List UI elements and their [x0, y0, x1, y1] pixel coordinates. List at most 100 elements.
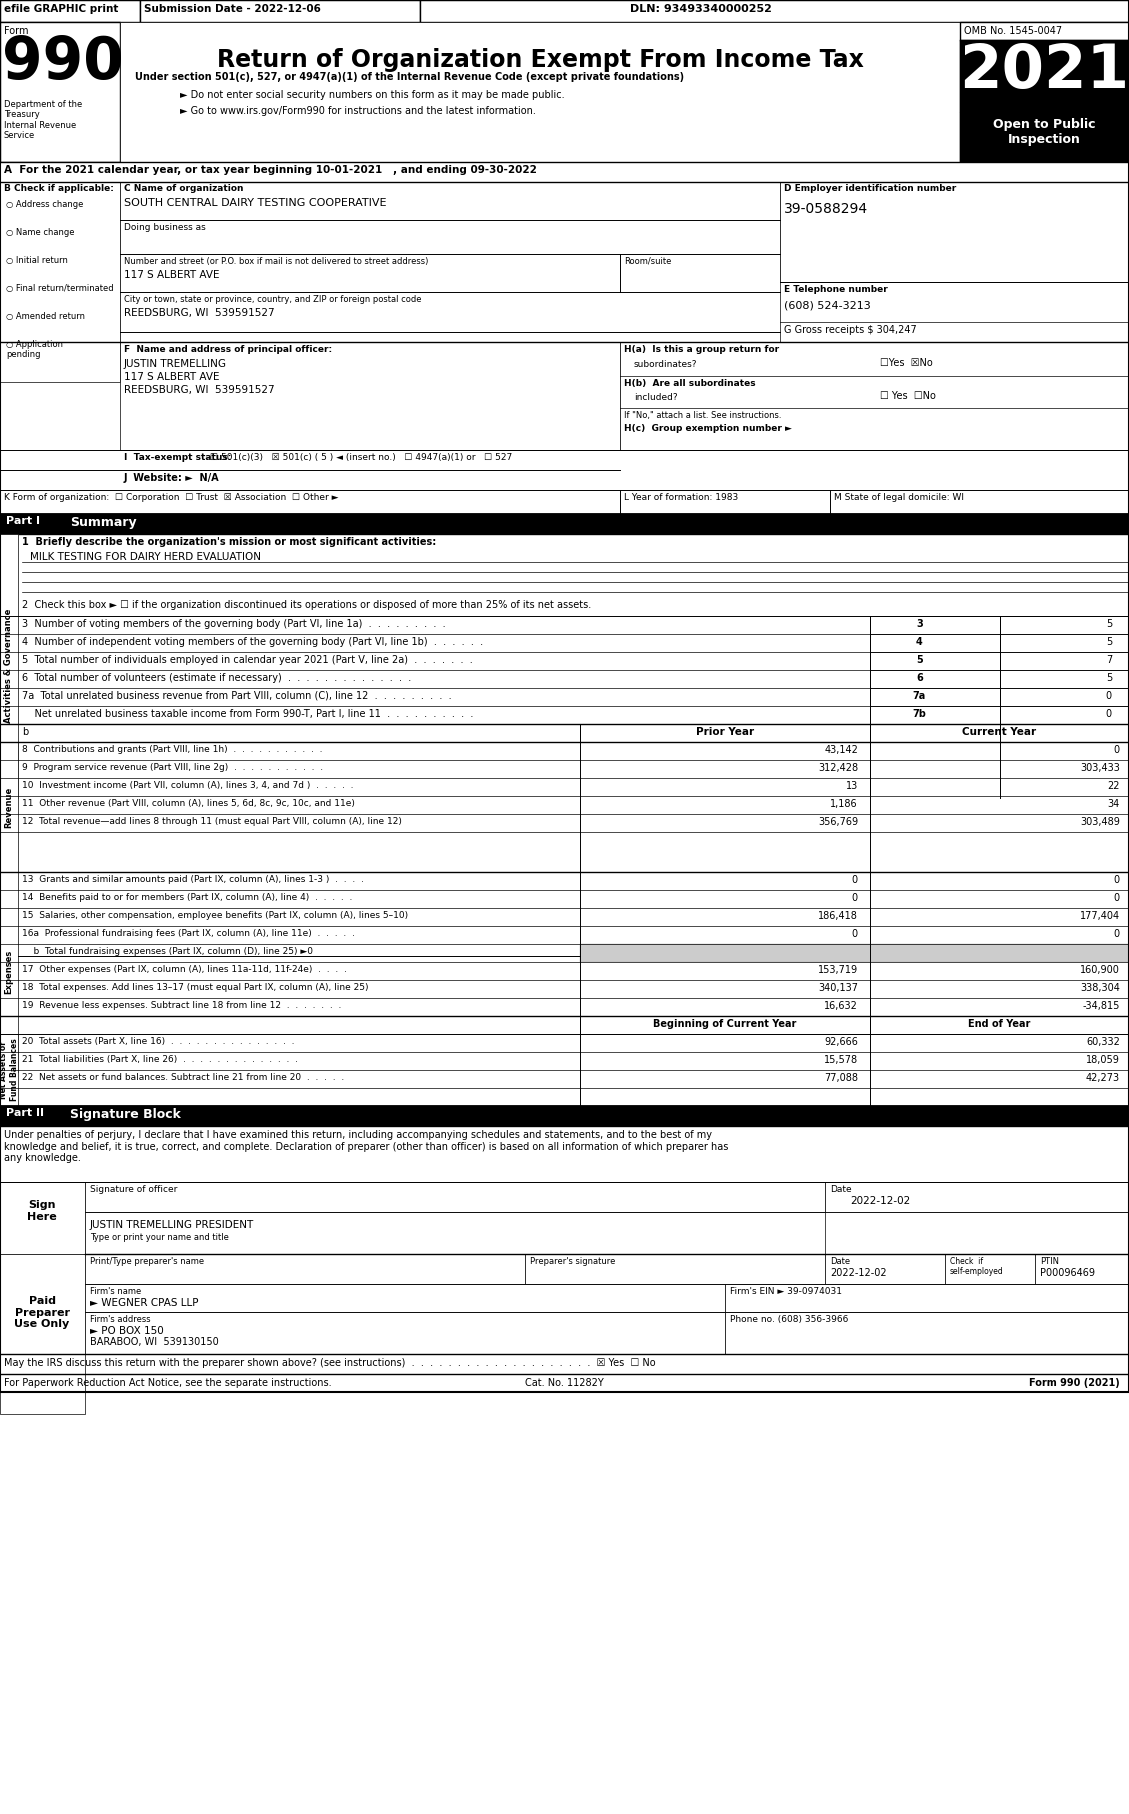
- Text: Summary: Summary: [70, 515, 137, 530]
- Bar: [1000, 617, 1129, 635]
- Text: 15,578: 15,578: [824, 1056, 858, 1065]
- Text: 0: 0: [852, 874, 858, 885]
- Text: ► WEGNER CPAS LLP: ► WEGNER CPAS LLP: [90, 1299, 199, 1308]
- Text: 13: 13: [846, 782, 858, 791]
- Bar: [870, 669, 1000, 688]
- Text: 0: 0: [852, 929, 858, 940]
- Text: Preparer's signature: Preparer's signature: [530, 1257, 615, 1266]
- Text: Print/Type preparer's name: Print/Type preparer's name: [90, 1257, 204, 1266]
- Text: 312,428: 312,428: [817, 764, 858, 773]
- Text: Beginning of Current Year: Beginning of Current Year: [654, 1019, 797, 1029]
- Text: efile GRAPHIC print: efile GRAPHIC print: [5, 4, 119, 15]
- Bar: [825, 1253, 945, 1284]
- Bar: [1000, 688, 1129, 706]
- Text: 5: 5: [1105, 673, 1112, 684]
- Text: Paid
Preparer
Use Only: Paid Preparer Use Only: [15, 1295, 70, 1330]
- Text: ○ Application
pending: ○ Application pending: [6, 339, 63, 359]
- Text: Under section 501(c), 527, or 4947(a)(1) of the Internal Revenue Code (except pr: Under section 501(c), 527, or 4947(a)(1)…: [135, 73, 684, 82]
- Text: 4  Number of independent voting members of the governing body (Part VI, line 1b): 4 Number of independent voting members o…: [21, 637, 483, 648]
- Text: Doing business as: Doing business as: [124, 223, 205, 232]
- Text: M State of legal domicile: WI: M State of legal domicile: WI: [834, 493, 964, 502]
- Text: OMB No. 1545-0047: OMB No. 1545-0047: [964, 25, 1062, 36]
- Text: 303,433: 303,433: [1080, 764, 1120, 773]
- Text: (608) 524-3213: (608) 524-3213: [784, 299, 870, 310]
- Text: G Gross receipts $ 304,247: G Gross receipts $ 304,247: [784, 325, 917, 336]
- Bar: [525, 1253, 825, 1284]
- Text: 42,273: 42,273: [1086, 1074, 1120, 1083]
- Text: Open to Public
Inspection: Open to Public Inspection: [992, 118, 1095, 145]
- Bar: [0, 181, 120, 383]
- Bar: [580, 724, 870, 742]
- Bar: [780, 181, 1129, 281]
- Bar: [0, 873, 18, 1072]
- Bar: [0, 0, 140, 22]
- Text: REEDSBURG, WI  539591527: REEDSBURG, WI 539591527: [124, 308, 274, 317]
- Text: 22: 22: [1108, 782, 1120, 791]
- Bar: [1000, 635, 1129, 651]
- Text: 21  Total liabilities (Part X, line 26)  .  .  .  .  .  .  .  .  .  .  .  .  .  : 21 Total liabilities (Part X, line 26) .…: [21, 1056, 298, 1065]
- Text: 0: 0: [1114, 892, 1120, 903]
- Text: L Year of formation: 1983: L Year of formation: 1983: [624, 493, 738, 502]
- Text: 2  Check this box ► ☐ if the organization discontinued its operations or dispose: 2 Check this box ► ☐ if the organization…: [21, 600, 592, 610]
- Text: Date: Date: [830, 1185, 851, 1194]
- Text: Under penalties of perjury, I declare that I have examined this return, includin: Under penalties of perjury, I declare th…: [5, 1130, 728, 1163]
- Text: 39-0588294: 39-0588294: [784, 201, 868, 216]
- Text: PTIN: PTIN: [1040, 1257, 1059, 1266]
- Text: Prior Year: Prior Year: [695, 727, 754, 736]
- Bar: [725, 1284, 1129, 1312]
- Text: 160,900: 160,900: [1080, 965, 1120, 974]
- Bar: [870, 706, 1000, 724]
- Text: Type or print your name and title: Type or print your name and title: [90, 1234, 229, 1243]
- Bar: [725, 1312, 1129, 1353]
- Text: Current Year: Current Year: [962, 727, 1036, 736]
- Text: K Form of organization:  ☐ Corporation  ☐ Trust  ☒ Association  ☐ Other ►: K Form of organization: ☐ Corporation ☐ …: [5, 493, 339, 502]
- Text: 338,304: 338,304: [1080, 983, 1120, 992]
- Text: 8  Contributions and grants (Part VIII, line 1h)  .  .  .  .  .  .  .  .  .  .  : 8 Contributions and grants (Part VIII, l…: [21, 746, 323, 755]
- Text: P00096469: P00096469: [1040, 1268, 1095, 1279]
- Bar: [0, 1183, 85, 1253]
- Text: 0: 0: [1106, 691, 1112, 700]
- Bar: [0, 22, 120, 161]
- Text: 60,332: 60,332: [1086, 1038, 1120, 1047]
- Text: MILK TESTING FOR DAIRY HERD EVALUATION: MILK TESTING FOR DAIRY HERD EVALUATION: [30, 551, 261, 562]
- Text: Phone no. (608) 356-3966: Phone no. (608) 356-3966: [730, 1315, 848, 1324]
- Text: 5: 5: [1105, 619, 1112, 629]
- Text: 2022-12-02: 2022-12-02: [850, 1195, 910, 1206]
- Text: 18  Total expenses. Add lines 13–17 (must equal Part IX, column (A), line 25): 18 Total expenses. Add lines 13–17 (must…: [21, 983, 368, 992]
- Text: 34: 34: [1108, 798, 1120, 809]
- Bar: [120, 343, 620, 450]
- Text: ► Go to www.irs.gov/Form990 for instructions and the latest information.: ► Go to www.irs.gov/Form990 for instruct…: [180, 105, 536, 116]
- Bar: [1000, 669, 1129, 688]
- Text: 2021: 2021: [959, 42, 1129, 102]
- Bar: [945, 1253, 1035, 1284]
- Text: Signature of officer: Signature of officer: [90, 1185, 177, 1194]
- Text: Revenue: Revenue: [5, 787, 14, 827]
- Text: 3: 3: [916, 619, 922, 629]
- Bar: [1000, 706, 1129, 724]
- Text: 1  Briefly describe the organization's mission or most significant activities:: 1 Briefly describe the organization's mi…: [21, 537, 436, 548]
- Bar: [960, 22, 1129, 161]
- Text: 0: 0: [1114, 746, 1120, 755]
- Text: Room/suite: Room/suite: [624, 258, 672, 267]
- Text: 0: 0: [1114, 874, 1120, 885]
- Text: ► Do not enter social security numbers on this form as it may be made public.: ► Do not enter social security numbers o…: [180, 91, 564, 100]
- Bar: [0, 533, 18, 798]
- Text: Return of Organization Exempt From Income Tax: Return of Organization Exempt From Incom…: [217, 47, 864, 73]
- Text: 92,666: 92,666: [824, 1038, 858, 1047]
- Bar: [0, 1107, 1129, 1126]
- Text: 7: 7: [1105, 655, 1112, 666]
- Text: 177,404: 177,404: [1079, 911, 1120, 922]
- Text: 186,418: 186,418: [819, 911, 858, 922]
- Bar: [870, 1016, 1129, 1034]
- Text: Expenses: Expenses: [5, 951, 14, 994]
- Text: 43,142: 43,142: [824, 746, 858, 755]
- Bar: [85, 1284, 725, 1312]
- Text: 16a  Professional fundraising fees (Part IX, column (A), line 11e)  .  .  .  .  : 16a Professional fundraising fees (Part …: [21, 929, 355, 938]
- Text: DLN: 93493340000252: DLN: 93493340000252: [630, 4, 772, 15]
- Text: Submission Date - 2022-12-06: Submission Date - 2022-12-06: [145, 4, 321, 15]
- Bar: [870, 617, 1000, 635]
- Bar: [0, 0, 1129, 1391]
- Text: City or town, state or province, country, and ZIP or foreign postal code: City or town, state or province, country…: [124, 296, 421, 305]
- Text: 0: 0: [1114, 929, 1120, 940]
- Bar: [120, 22, 960, 161]
